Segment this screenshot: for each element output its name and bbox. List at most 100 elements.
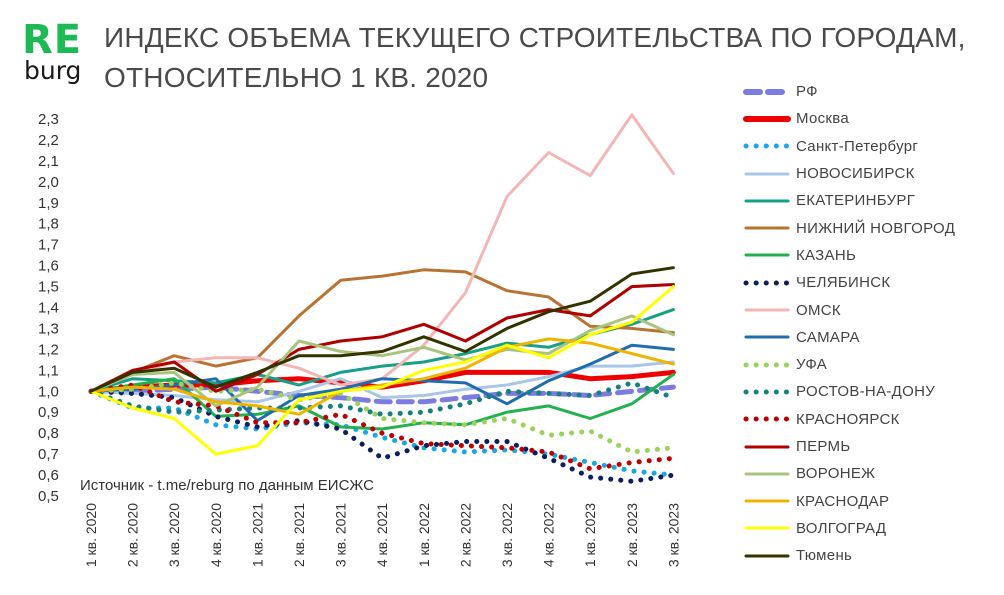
legend-swatch [744, 335, 790, 339]
y-axis: 2,3 2,2 2,1 2,0 1,9 1,8 1,7 1,6 1,5 1,4 1,3 1,2 1,1 1… [38, 111, 59, 505]
series-line-уфа [88, 380, 676, 455]
legend-label: КРАСНОЯРСК [796, 410, 900, 428]
y-tick-label: 2,2 [38, 132, 59, 149]
legend-swatch [744, 308, 790, 312]
legend-item-пермь: ПЕРМЬ [740, 433, 1002, 460]
logo-re-text: RE [22, 17, 83, 63]
legend-item-челябинск: ЧЕЛЯБИНСК [740, 269, 1002, 296]
y-tick-label: 0,6 [38, 467, 59, 484]
y-tick-label: 1,0 [38, 383, 59, 400]
series-line-ростов-на-дону [88, 380, 676, 417]
y-tick-label: 1,9 [38, 195, 59, 212]
legend-swatch [744, 445, 790, 448]
x-tick-label: 2 кв. 2023 [624, 503, 640, 567]
logo-burg-text: burg [24, 56, 82, 85]
legend-item-воронеж: ВОРОНЕЖ [740, 460, 1002, 487]
legend-item-уфа: УФА [740, 351, 1002, 378]
legend-swatch [743, 362, 791, 368]
y-tick-label: 2,0 [38, 174, 59, 191]
x-tick-label: 3 кв. 2021 [333, 503, 349, 567]
y-tick-label: 1,3 [38, 320, 59, 337]
legend-label: Москва [796, 110, 850, 128]
legend-label: УФА [796, 356, 828, 374]
legend-item-краснодар: КРАСНОДАР [740, 487, 1002, 514]
legend-label: КРАСНОДАР [796, 492, 890, 510]
series-line-тюмень [89, 266, 675, 393]
legend-swatch [744, 554, 790, 558]
x-tick-label: 3 кв. 2023 [665, 503, 681, 567]
legend-swatch [744, 199, 790, 203]
legend-item-самара: САМАРА [740, 324, 1002, 351]
legend-swatch [743, 389, 791, 395]
legend-label: Санкт-Петербург [796, 137, 919, 155]
legend-item-москва: Москва [740, 105, 1002, 132]
legend-item-екатеринбург: ЕКАТЕРИНБУРГ [740, 187, 1002, 214]
series-line-челябинск [88, 388, 676, 484]
legend-label: ОМСК [796, 301, 841, 319]
legend-item-санкт-петербург: Санкт-Петербург [740, 133, 1002, 160]
legend-label: Тюмень [796, 547, 853, 565]
legend-item-омск: ОМСК [740, 296, 1002, 323]
series-line-волгоград [89, 285, 675, 456]
chart-legend: РФ Москва Санкт-Петербург НОВОСИБИРСК ЕКАТЕР… [740, 78, 1002, 569]
x-tick-label: 4 кв. 2021 [374, 503, 390, 567]
legend-label: ЕКАТЕРИНБУРГ [796, 192, 916, 210]
y-tick-label: 1,1 [38, 362, 59, 379]
legend-label: САМАРА [796, 328, 860, 346]
legend-swatch [743, 280, 791, 286]
series-line-воронеж [89, 314, 675, 408]
y-tick-label: 0,5 [38, 488, 59, 505]
y-tick-label: 1,4 [38, 300, 59, 317]
legend-item-новосибирск: НОВОСИБИРСК [740, 160, 1002, 187]
legend-label: ВОЛГОГРАД [796, 519, 887, 537]
legend-item-тюмень: Тюмень [740, 542, 1002, 569]
y-tick-label: 2,3 [38, 111, 59, 128]
legend-label: НИЖНИЙ НОВГОРОД [796, 219, 956, 237]
y-tick-label: 0,7 [38, 446, 59, 463]
legend-label: ВОРОНЕЖ [796, 465, 876, 483]
y-tick-label: 0,9 [38, 404, 59, 421]
x-tick-label: 1 кв. 2020 [83, 503, 99, 567]
y-tick-label: 1,7 [38, 237, 59, 254]
series-line-рф [88, 384, 676, 405]
legend-label: РФ [796, 83, 818, 101]
legend-swatch [744, 226, 790, 230]
legend-item-волгоград: ВОЛГОГРАД [740, 515, 1002, 542]
x-axis: 1 кв. 2020 2 кв. 2020 3 кв. 2020 4 кв. 2020… [83, 503, 681, 567]
chart-title-line1: ИНДЕКС ОБЪЕМА ТЕКУЩЕГО СТРОИТЕЛЬСТВА ПО … [104, 22, 966, 53]
y-tick-label: 1,2 [38, 341, 59, 358]
legend-item-ростов-на-дону: РОСТОВ-НА-ДОНУ [740, 378, 1002, 405]
x-tick-label: 2 кв. 2021 [291, 503, 307, 567]
legend-item-казань: КАЗАНЬ [740, 242, 1002, 269]
x-tick-label: 3 кв. 2022 [499, 503, 515, 567]
y-tick-label: 2,1 [38, 153, 59, 170]
x-tick-label: 1 кв. 2021 [249, 503, 265, 567]
legend-swatch [743, 143, 791, 149]
x-tick-label: 2 кв. 2020 [125, 503, 141, 567]
source-note: Источник - t.me/reburg по данным ЕИСЖС [80, 477, 374, 494]
legend-swatch [744, 472, 790, 476]
y-tick-label: 1,8 [38, 216, 59, 233]
legend-swatch [743, 115, 791, 122]
legend-swatch [744, 499, 790, 503]
series-line-пермь [89, 283, 675, 393]
legend-swatch [744, 172, 790, 176]
legend-item-нижний-новгород: НИЖНИЙ НОВГОРОД [740, 214, 1002, 241]
series-line-казань [89, 373, 675, 431]
series-line-красноярск [88, 382, 676, 472]
chart-title: ИНДЕКС ОБЪЕМА ТЕКУЩЕГО СТРОИТЕЛЬСТВА ПО … [104, 18, 966, 98]
legend-swatch [744, 253, 790, 257]
x-tick-label: 2 кв. 2022 [457, 503, 473, 567]
x-tick-label: 3 кв. 2020 [166, 503, 182, 567]
legend-label: НОВОСИБИРСК [796, 165, 915, 183]
legend-item-красноярск: КРАСНОЯРСК [740, 406, 1002, 433]
legend-label: ЧЕЛЯБИНСК [796, 274, 891, 292]
chart-title-line2: ОТНОСИТЕЛЬНО 1 КВ. 2020 [104, 62, 489, 93]
series-line-нижний-новгород [89, 268, 675, 393]
y-tick-label: 1,6 [38, 258, 59, 275]
series-lines [88, 113, 676, 484]
legend-swatch [743, 416, 791, 422]
legend-item-рф: РФ [740, 78, 1002, 105]
